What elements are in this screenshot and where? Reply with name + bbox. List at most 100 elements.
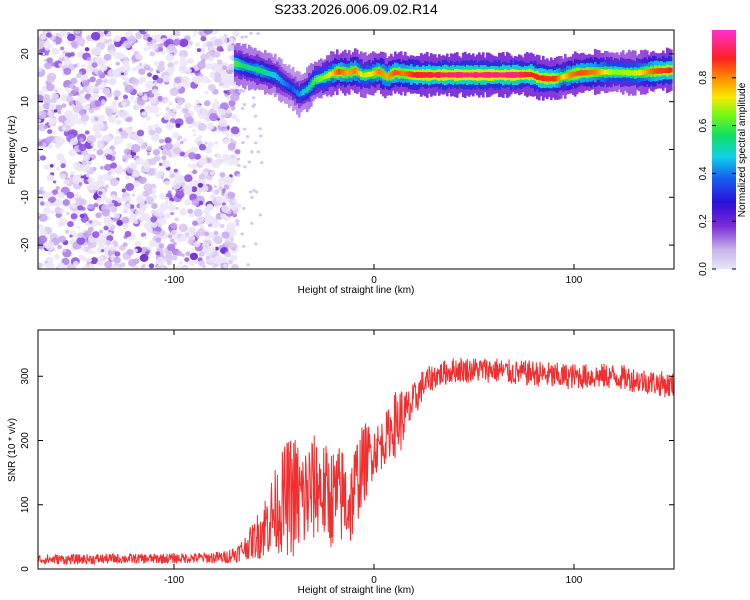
spectrogram-ridge-cell xyxy=(524,71,527,78)
spectrogram-noise-cell xyxy=(105,197,113,205)
spectrogram-noise-cell xyxy=(240,232,244,236)
spectrogram-ridge-cell xyxy=(576,70,579,77)
spectrogram-ridge-cell xyxy=(600,69,603,75)
spectrogram-ridge-cell xyxy=(670,67,673,73)
spectrogram-noise-cell xyxy=(156,226,162,232)
spectrogram-ridge-cell xyxy=(254,66,257,72)
spectrogram-noise-cell xyxy=(164,142,173,151)
spectrogram-noise-cell xyxy=(253,141,258,145)
spectrogram-noise-cell xyxy=(192,121,199,128)
spectrogram-noise-cell xyxy=(91,84,101,93)
spectrogram-ridge-cell xyxy=(450,72,453,78)
spectrogram-ridge-cell xyxy=(578,70,581,76)
spectrogram-noise-cell xyxy=(230,93,240,102)
spectrogram-ridge-cell xyxy=(532,72,535,78)
spectrogram-ridge-cell xyxy=(542,75,545,82)
spectrogram-ridge-cell xyxy=(302,89,305,96)
spectrogram-noise-cell xyxy=(126,142,133,149)
spectrogram-noise-cell xyxy=(95,212,102,219)
spectrogram-noise-cell xyxy=(86,56,92,62)
spectrogram-noise-cell xyxy=(90,143,95,147)
spectrogram-noise-cell xyxy=(164,180,171,186)
spectrogram-noise-cell xyxy=(156,256,166,266)
spectrogram-noise-cell xyxy=(182,266,188,269)
spectrogram-ridge-cell xyxy=(444,72,447,78)
spectrogram-noise-cell xyxy=(60,30,68,37)
spectrogram-noise-cell xyxy=(179,140,184,145)
spectrogram-ridge-cell xyxy=(242,63,245,69)
spectrogram-ridge-cell xyxy=(464,72,467,78)
snr-y-ticks: 0 100 200 300 xyxy=(20,367,674,572)
spectrogram-noise-cell xyxy=(134,240,142,247)
spectrogram-ridge-cell xyxy=(536,74,539,80)
spectrogram-noise-cell xyxy=(187,58,194,64)
spectrogram-noise-cell xyxy=(203,248,209,253)
spectrogram-noise-cell xyxy=(82,265,89,269)
spectrogram-ridge-cell xyxy=(272,71,275,78)
spectrogram-noise-cell xyxy=(58,63,63,67)
spectrogram-noise-cell xyxy=(105,108,113,115)
spectrogram-noise-cell xyxy=(148,129,156,136)
spectrogram-noise-cell xyxy=(159,192,167,200)
spectrogram-noise-cell xyxy=(55,186,61,191)
spectrogram-ridge-cell xyxy=(410,71,413,78)
spectrogram-noise-cell xyxy=(123,203,131,211)
spectrogram-noise-cell xyxy=(256,150,261,154)
spectrogram-noise-cell xyxy=(155,251,161,256)
spectrogram-noise-cell xyxy=(188,170,194,175)
spectrogram-ridge-cell xyxy=(602,69,605,75)
spectrogram-noise-cell xyxy=(82,121,87,126)
spectrogram-noise-cell xyxy=(146,145,153,152)
spectrogram-noise-cell xyxy=(77,95,87,104)
spectrogram-noise-cell xyxy=(39,229,48,237)
spectrogram-ridge-cell xyxy=(336,69,339,75)
spectrogram-noise-cell xyxy=(103,78,108,84)
spectrogram-noise-cell xyxy=(222,65,228,70)
spectrogram-ridge-cell xyxy=(374,70,377,76)
spectrogram-noise-cell xyxy=(104,184,110,189)
spectrogram-noise-cell xyxy=(38,104,43,112)
spectrogram-noise-cell xyxy=(149,42,159,51)
spectrogram-noise-cell xyxy=(198,134,203,139)
spectrogram-ridge-cell xyxy=(606,69,609,75)
spectrogram-noise-cell xyxy=(232,199,237,204)
spectrogram-ridge-cell xyxy=(650,68,653,75)
spectrogram-noise-cell xyxy=(74,30,81,34)
spectrogram-noise-cell xyxy=(96,197,103,203)
spectrogram-noise-cell xyxy=(154,170,164,179)
spectrogram-ridge-cell xyxy=(278,76,281,82)
spectrogram-noise-cell xyxy=(192,179,197,184)
spectrogram-ridge-cell xyxy=(434,72,437,78)
spectrogram-noise-cell xyxy=(141,95,148,101)
spectrogram-noise-cell xyxy=(250,196,254,200)
spectrogram-noise-cell xyxy=(57,110,62,114)
spectrogram-noise-cell xyxy=(43,207,51,215)
spectrogram-ridge-cell xyxy=(534,73,537,79)
spectrogram-noise-cell xyxy=(188,188,193,192)
spectrogram-noise-cell xyxy=(133,180,141,187)
spectrogram-noise-cell xyxy=(54,142,61,149)
spectrogram-ridge-cell xyxy=(318,76,321,82)
spectrogram-noise-cell xyxy=(73,260,79,267)
spectrogram-noise-cell xyxy=(223,122,229,128)
spectrogram-ridge-cell xyxy=(638,69,641,76)
spectrogram-noise-cell xyxy=(111,100,118,106)
spectrogram-noise-cell xyxy=(79,213,85,219)
spectrogram-noise-cell xyxy=(64,119,71,126)
spectrogram-noise-cell xyxy=(229,133,234,137)
spectrogram-noise-cell xyxy=(195,99,201,105)
spectrogram-noise-cell xyxy=(214,98,218,103)
spectrogram-noise-cell xyxy=(118,66,126,73)
spectrogram-noise-cell xyxy=(102,155,107,160)
spectrogram-noise-cell xyxy=(155,126,163,134)
spectrogram-noise-cell xyxy=(168,204,176,212)
spectrogram-ridge-cell xyxy=(474,71,477,78)
spectrogram-ridge-cell xyxy=(332,70,335,77)
spectrogram-ridge-cell xyxy=(294,88,297,94)
spectrogram-ridge-cell xyxy=(640,69,643,76)
spectrogram-noise-cell xyxy=(73,86,80,93)
spectrogram-noise-cell xyxy=(99,36,107,43)
spectrogram-noise-cell xyxy=(168,66,175,73)
spectrogram-noise-cell xyxy=(173,60,179,66)
spectrogram-noise-cell xyxy=(253,242,258,246)
